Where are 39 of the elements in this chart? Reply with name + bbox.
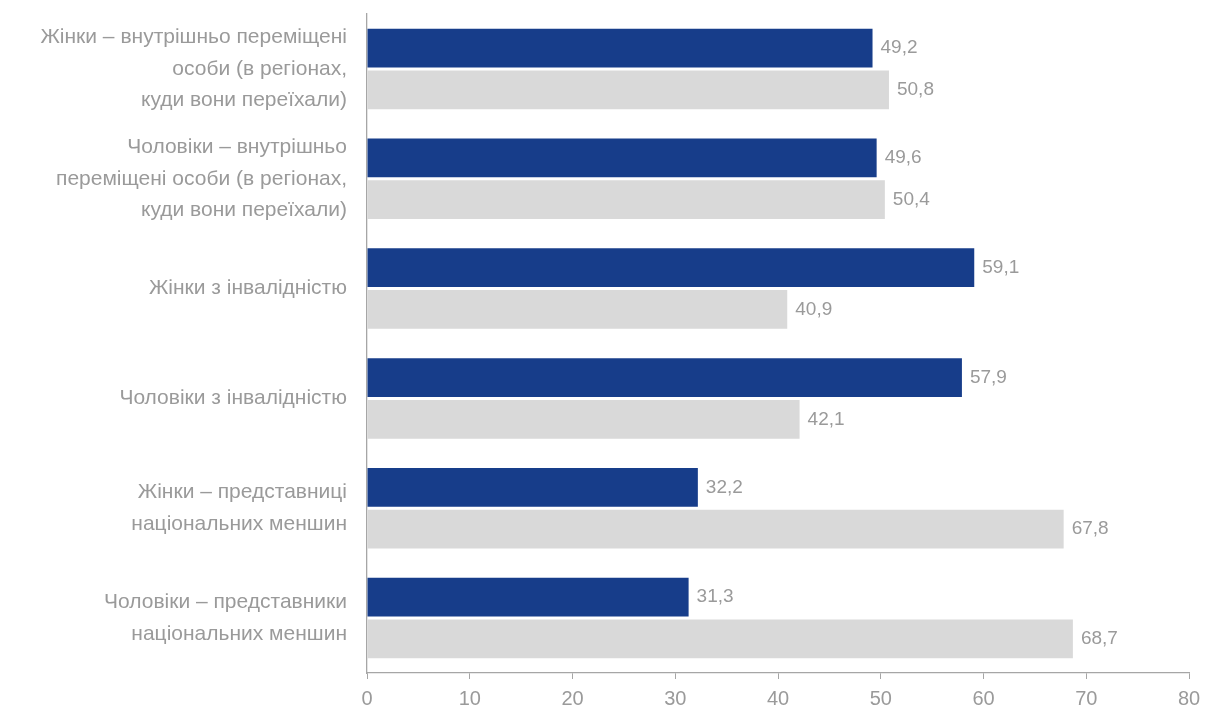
data-label: 31,3 (696, 585, 734, 607)
data-label: 50,4 (892, 187, 931, 209)
data-label: 42,1 (807, 407, 845, 429)
bar (367, 358, 962, 397)
bar (367, 399, 800, 439)
bar (367, 509, 1064, 549)
x-tick-label: 70 (1075, 686, 1098, 709)
data-label: 49,2 (880, 36, 918, 58)
data-label: 57,9 (969, 365, 1007, 387)
bar (367, 70, 889, 110)
x-tick-label: 10 (458, 686, 481, 709)
x-tick-label: 60 (972, 686, 995, 709)
data-label: 32,2 (705, 475, 743, 497)
x-tick-label: 30 (664, 686, 687, 709)
data-label: 50,8 (896, 78, 934, 100)
x-tick-label: 20 (561, 686, 584, 709)
x-tick-label: 0 (361, 686, 373, 709)
x-tick-label: 50 (869, 686, 892, 709)
data-label: 49,6 (884, 146, 922, 168)
data-label: 68,7 (1080, 627, 1118, 649)
bar (367, 290, 788, 329)
bar (367, 577, 689, 617)
bar (367, 467, 698, 507)
bar (367, 619, 1073, 659)
y-tick-label: Чоловіки з інвалідністю (119, 385, 347, 409)
bar (367, 180, 885, 220)
y-tick-label: Жінки – представниці національних меншин (131, 479, 347, 534)
data-label: 59,1 (982, 255, 1020, 277)
bar (367, 248, 975, 288)
bar (367, 28, 873, 68)
x-tick-label: 80 (1177, 686, 1201, 709)
bar (367, 138, 877, 178)
data-label: 40,9 (795, 297, 833, 319)
y-tick-label: Чоловіки – представники національних меншин (104, 589, 347, 644)
data-label: 67,8 (1071, 517, 1109, 539)
x-tick-label: 40 (766, 686, 790, 709)
y-tick-label: Жінки з інвалідністю (148, 275, 347, 299)
y-tick-label: Жінки – внутрішньо переміщені особи (в регіонах, куди вони переїхали) (40, 24, 347, 111)
y-tick-label: Чоловіки – внутрішньо переміщені особи (в регіонах, куди вони переїхали) (56, 134, 347, 221)
